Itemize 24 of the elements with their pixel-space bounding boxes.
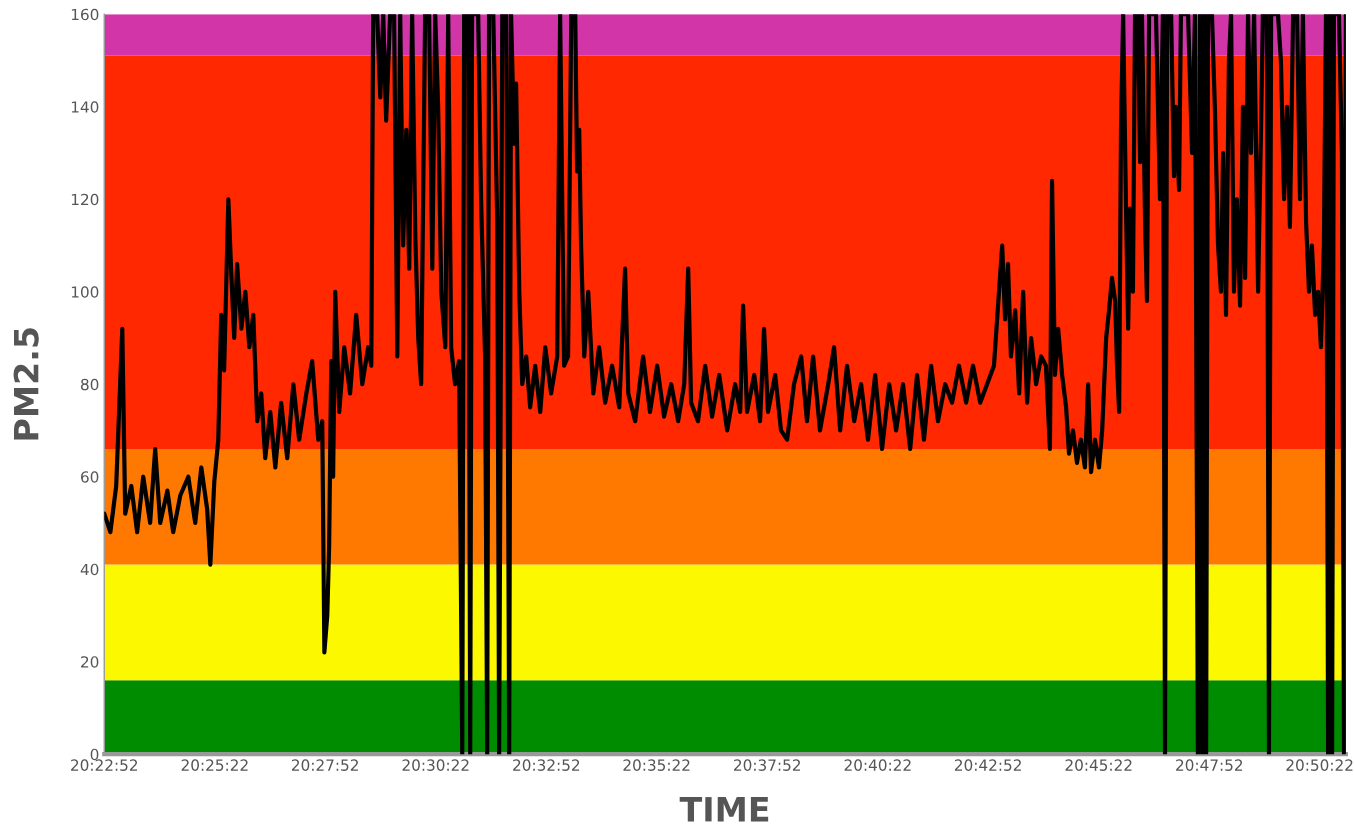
y-tick-label: 140 (71, 101, 99, 113)
x-tick-label: 20:27:52 (291, 759, 358, 771)
x-tick-label: 20:30:22 (402, 759, 469, 771)
x-tick-label: 20:45:22 (1065, 759, 1132, 771)
y-tick-label: 60 (81, 471, 99, 483)
x-axis-title: TIME (679, 797, 769, 822)
x-tick-label: 20:40:22 (844, 759, 911, 771)
y-tick-label: 20 (81, 656, 99, 668)
y-tick-label: 40 (80, 563, 99, 576)
x-tick-label: 20:32:52 (513, 759, 580, 771)
y-tick-label: 100 (71, 286, 99, 298)
line-series (104, 14, 1346, 755)
x-tick-label: 20:50:22 (1286, 759, 1353, 771)
y-tick-label: 120 (71, 193, 99, 206)
x-tick-label: 20:22:52 (71, 759, 138, 771)
y-tick-label: 0 (90, 748, 99, 761)
x-tick-label: 20:47:52 (1176, 759, 1243, 771)
x-tick-label: 20:35:22 (623, 759, 690, 771)
y-tick-label: 80 (80, 378, 99, 391)
x-tick-label: 20:37:52 (734, 759, 801, 771)
y-axis-title: PM2.5 (13, 328, 39, 440)
x-tick-label: 20:25:22 (181, 759, 248, 771)
x-tick-label: 20:42:52 (954, 759, 1021, 771)
y-tick-label: 160 (71, 8, 99, 21)
